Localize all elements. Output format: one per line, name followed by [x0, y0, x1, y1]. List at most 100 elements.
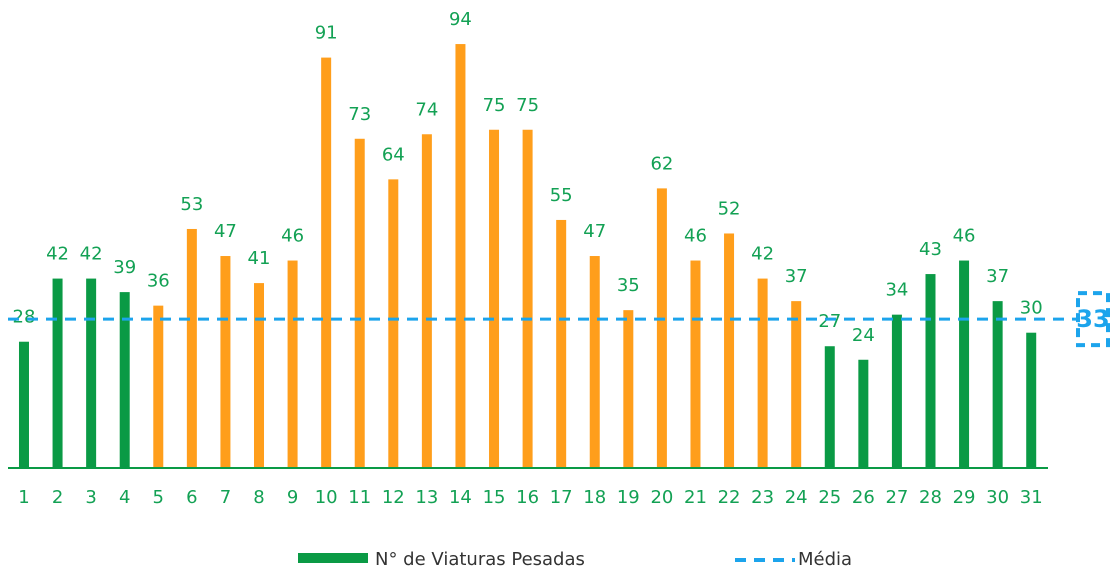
- bar: [421, 134, 432, 468]
- x-tick-label: 26: [852, 487, 875, 508]
- x-tick-label: 28: [919, 487, 942, 508]
- x-tick-label: 29: [953, 487, 976, 508]
- x-tick-label: 27: [885, 487, 908, 508]
- bar: [623, 310, 634, 468]
- data-label: 94: [449, 9, 472, 30]
- data-label: 52: [718, 198, 741, 219]
- data-label: 73: [348, 104, 371, 125]
- data-label: 42: [46, 244, 69, 265]
- x-tick-label: 13: [415, 487, 438, 508]
- bar: [522, 129, 533, 468]
- data-label: 35: [617, 275, 640, 296]
- x-tick-label: 9: [287, 487, 298, 508]
- bar: [18, 341, 29, 468]
- data-label: 41: [248, 248, 271, 269]
- x-tick-label: 19: [617, 487, 640, 508]
- bar: [858, 359, 869, 468]
- mean-label: 33: [1076, 305, 1109, 333]
- bar: [52, 278, 63, 468]
- bar: [153, 305, 164, 468]
- mean-box: [1076, 291, 1110, 348]
- data-label: 42: [751, 244, 774, 265]
- bar: [589, 256, 600, 468]
- bar: [86, 278, 97, 468]
- data-label: 46: [281, 226, 304, 247]
- bar: [354, 138, 365, 468]
- x-tick-label: 10: [315, 487, 338, 508]
- data-label: 27: [818, 311, 841, 332]
- bar: [186, 228, 197, 468]
- bar: [925, 274, 936, 468]
- x-tick-label: 4: [119, 487, 130, 508]
- data-label: 28: [13, 307, 36, 328]
- legend-label: Média: [798, 549, 852, 570]
- x-tick-label: 14: [449, 487, 472, 508]
- bar: [1026, 332, 1037, 468]
- bar: [791, 301, 802, 468]
- bar: [992, 301, 1003, 468]
- bar: [891, 314, 902, 468]
- x-tick-label: 5: [153, 487, 164, 508]
- x-tick-label: 30: [986, 487, 1009, 508]
- data-label: 91: [315, 23, 338, 44]
- data-label: 37: [785, 266, 808, 287]
- x-tick-label: 25: [818, 487, 841, 508]
- data-label: 64: [382, 144, 405, 165]
- data-label: 74: [415, 99, 438, 120]
- data-label: 75: [483, 95, 506, 116]
- data-label: 34: [885, 280, 908, 301]
- legend-label: N° de Viaturas Pesadas: [375, 549, 585, 570]
- data-label: 47: [214, 221, 237, 242]
- bar: [556, 219, 567, 468]
- data-label: 36: [147, 271, 170, 292]
- x-tick-label: 8: [253, 487, 264, 508]
- data-label: 37: [986, 266, 1009, 287]
- x-tick-label: 3: [85, 487, 96, 508]
- bar: [254, 283, 265, 468]
- bar: [959, 260, 970, 468]
- data-label: 47: [583, 221, 606, 242]
- bar: [287, 260, 298, 468]
- x-tick-label: 21: [684, 487, 707, 508]
- data-label: 62: [650, 153, 673, 174]
- x-tick-label: 24: [785, 487, 808, 508]
- bar: [656, 188, 667, 468]
- x-tick-label: 20: [650, 487, 673, 508]
- data-label: 30: [1020, 298, 1043, 319]
- x-tick-label: 22: [718, 487, 741, 508]
- bar: [455, 44, 466, 469]
- data-label: 39: [113, 257, 136, 278]
- data-label: 24: [852, 325, 875, 346]
- bar: [321, 57, 332, 469]
- bar: [724, 233, 735, 468]
- data-label: 43: [919, 239, 942, 260]
- data-label: 55: [550, 185, 573, 206]
- data-label: 53: [180, 194, 203, 215]
- data-label: 46: [684, 226, 707, 247]
- x-tick-label: 15: [483, 487, 506, 508]
- x-tick-label: 16: [516, 487, 539, 508]
- x-tick-label: 6: [186, 487, 197, 508]
- x-tick-label: 23: [751, 487, 774, 508]
- bar: [119, 292, 130, 468]
- bar: [690, 260, 701, 468]
- data-label: 42: [80, 244, 103, 265]
- data-label: 75: [516, 95, 539, 116]
- bar: [388, 179, 399, 469]
- x-tick-label: 17: [550, 487, 573, 508]
- x-tick-label: 12: [382, 487, 405, 508]
- x-tick-label: 7: [220, 487, 231, 508]
- x-tick-label: 18: [583, 487, 606, 508]
- x-tick-label: 2: [52, 487, 63, 508]
- bar: [489, 129, 500, 468]
- x-tick-label: 1: [18, 487, 29, 508]
- bar: [824, 346, 835, 468]
- data-label: 46: [953, 226, 976, 247]
- x-tick-label: 31: [1020, 487, 1043, 508]
- x-tick-label: 11: [348, 487, 371, 508]
- bar: [757, 278, 768, 468]
- bar: [220, 256, 231, 468]
- legend-swatch: [298, 553, 368, 563]
